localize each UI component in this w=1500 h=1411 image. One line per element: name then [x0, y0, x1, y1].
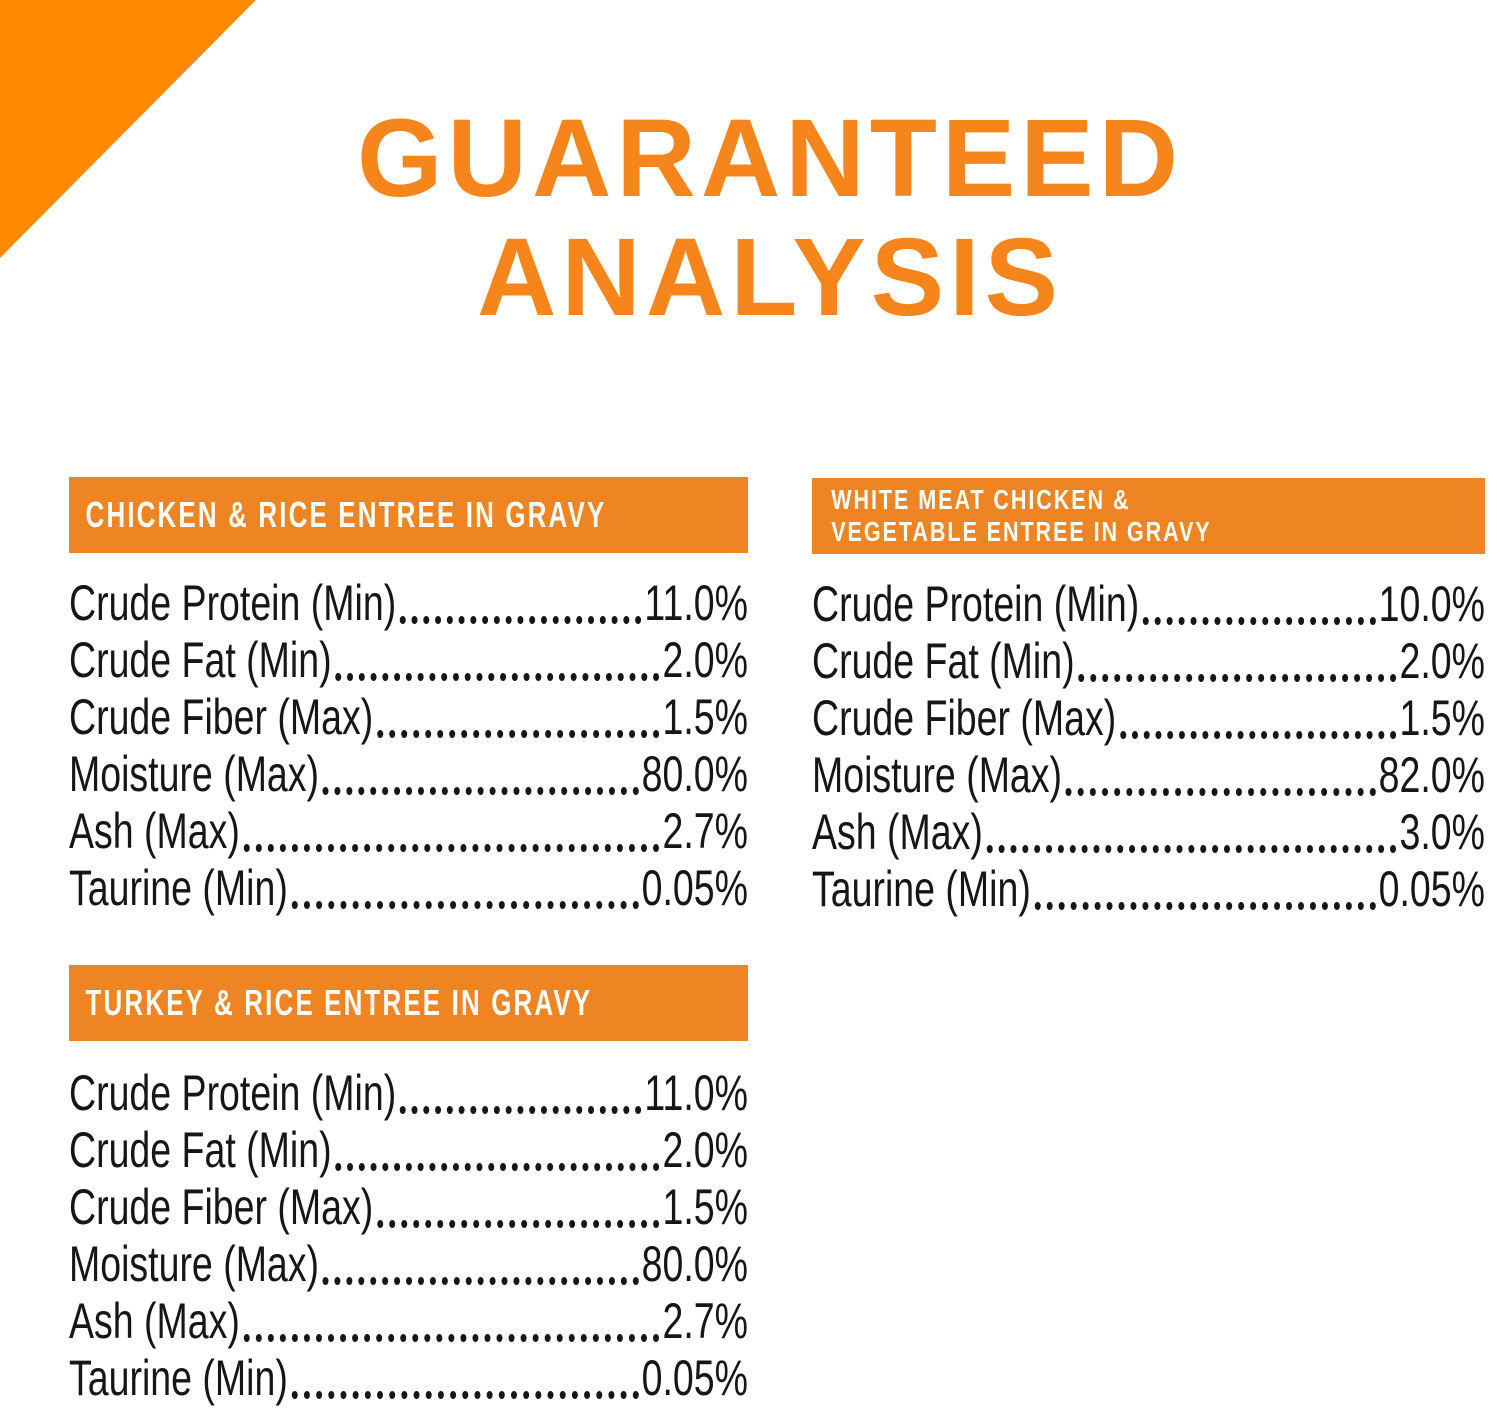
- analysis-rows: Crude Protein (Min) 11.0% Crude Fat (Min…: [69, 575, 748, 917]
- section-header-turkey-rice: TURKEY & RICE ENTREE IN GRAVY: [69, 965, 748, 1041]
- nutrient-label: Moisture (Max): [812, 747, 1063, 803]
- analysis-rows: Crude Protein (Min) 10.0% Crude Fat (Min…: [812, 576, 1485, 918]
- dot-leader: [399, 616, 642, 624]
- row-moisture: Moisture (Max) 80.0%: [69, 746, 748, 803]
- row-ash: Ash (Max) 3.0%: [812, 804, 1485, 861]
- nutrient-value: 11.0%: [644, 1065, 748, 1121]
- nutrient-value: 11.0%: [644, 575, 748, 631]
- nutrient-label: Crude Protein (Min): [69, 575, 397, 631]
- dot-leader: [399, 1106, 642, 1114]
- nutrient-value: 2.7%: [662, 1293, 748, 1349]
- nutrient-value: 0.05%: [641, 1350, 748, 1406]
- dot-leader: [291, 901, 639, 909]
- dot-leader: [335, 1163, 660, 1171]
- nutrient-value: 3.0%: [1399, 804, 1485, 860]
- nutrient-label: Moisture (Max): [69, 1236, 320, 1292]
- row-crude-fiber: Crude Fiber (Max) 1.5%: [69, 689, 748, 746]
- section-header-label-line-1: WHITE MEAT CHICKEN &: [831, 484, 1131, 515]
- dot-leader: [322, 787, 639, 795]
- nutrient-label: Taurine (Min): [69, 1350, 288, 1406]
- dot-leader: [1142, 617, 1376, 625]
- nutrient-value: 2.0%: [662, 632, 748, 688]
- nutrient-label: Crude Fiber (Max): [69, 689, 374, 745]
- dot-leader: [243, 1334, 660, 1342]
- row-crude-fat: Crude Fat (Min) 2.0%: [69, 1122, 748, 1179]
- row-crude-fiber: Crude Fiber (Max) 1.5%: [812, 690, 1485, 747]
- nutrient-label: Crude Fat (Min): [69, 1122, 332, 1178]
- row-crude-fat: Crude Fat (Min) 2.0%: [812, 633, 1485, 690]
- nutrient-label: Taurine (Min): [812, 861, 1031, 917]
- nutrient-value: 1.5%: [662, 1179, 748, 1235]
- nutrient-value: 0.05%: [641, 860, 748, 916]
- nutrient-value: 2.7%: [662, 803, 748, 859]
- dot-leader: [291, 1391, 639, 1399]
- row-moisture: Moisture (Max) 82.0%: [812, 747, 1485, 804]
- nutrient-value: 80.0%: [641, 1236, 748, 1292]
- nutrient-value: 82.0%: [1378, 747, 1485, 803]
- section-turkey-rice-entree: TURKEY & RICE ENTREE IN GRAVY Crude Prot…: [69, 965, 748, 1407]
- dot-leader: [986, 845, 1397, 853]
- dot-leader: [243, 844, 660, 852]
- dot-leader: [1065, 788, 1376, 796]
- dot-leader: [1078, 674, 1397, 682]
- nutrient-label: Ash (Max): [69, 803, 240, 859]
- section-header-label-line-2: VEGETABLE ENTREE IN GRAVY: [831, 516, 1212, 547]
- nutrient-value: 0.05%: [1378, 861, 1485, 917]
- nutrient-label: Crude Fiber (Max): [69, 1179, 374, 1235]
- row-ash: Ash (Max) 2.7%: [69, 803, 748, 860]
- nutrient-label: Crude Fiber (Max): [812, 690, 1117, 746]
- row-taurine: Taurine (Min) 0.05%: [69, 1350, 748, 1407]
- dot-leader: [335, 673, 660, 681]
- row-crude-fat: Crude Fat (Min) 2.0%: [69, 632, 748, 689]
- section-header-white-meat-chicken: WHITE MEAT CHICKEN & VEGETABLE ENTREE IN…: [812, 478, 1485, 554]
- section-white-meat-chicken-vegetable-entree: WHITE MEAT CHICKEN & VEGETABLE ENTREE IN…: [812, 478, 1485, 918]
- nutrient-value: 80.0%: [641, 746, 748, 802]
- nutrient-label: Moisture (Max): [69, 746, 320, 802]
- dot-leader: [376, 1220, 660, 1228]
- corner-triangle-icon: [0, 0, 256, 258]
- nutrient-label: Crude Protein (Min): [69, 1065, 397, 1121]
- dot-leader: [376, 730, 660, 738]
- row-ash: Ash (Max) 2.7%: [69, 1293, 748, 1350]
- section-header-chicken-rice: CHICKEN & RICE ENTREE IN GRAVY: [69, 477, 748, 553]
- nutrient-value: 10.0%: [1378, 576, 1485, 632]
- row-taurine: Taurine (Min) 0.05%: [812, 861, 1485, 918]
- nutrient-value: 2.0%: [1399, 633, 1485, 689]
- nutrient-value: 2.0%: [662, 1122, 748, 1178]
- section-chicken-rice-entree: CHICKEN & RICE ENTREE IN GRAVY Crude Pro…: [69, 477, 748, 917]
- row-crude-protein: Crude Protein (Min) 10.0%: [812, 576, 1485, 633]
- dot-leader: [1034, 902, 1376, 910]
- dot-leader: [322, 1277, 639, 1285]
- row-taurine: Taurine (Min) 0.05%: [69, 860, 748, 917]
- row-moisture: Moisture (Max) 80.0%: [69, 1236, 748, 1293]
- nutrient-label: Crude Protein (Min): [812, 576, 1140, 632]
- page-title: GUARANTEED ANALYSIS: [40, 99, 1500, 337]
- nutrient-value: 1.5%: [1399, 690, 1485, 746]
- row-crude-protein: Crude Protein (Min) 11.0%: [69, 575, 748, 632]
- row-crude-fiber: Crude Fiber (Max) 1.5%: [69, 1179, 748, 1236]
- nutrient-label: Taurine (Min): [69, 860, 288, 916]
- row-crude-protein: Crude Protein (Min) 11.0%: [69, 1065, 748, 1122]
- page-title-line-1: GUARANTEED: [356, 97, 1184, 220]
- dot-leader: [1119, 731, 1397, 739]
- nutrient-label: Crude Fat (Min): [69, 632, 332, 688]
- nutrient-label: Crude Fat (Min): [812, 633, 1075, 689]
- page-title-line-2: ANALYSIS: [476, 216, 1064, 339]
- nutrient-label: Ash (Max): [69, 1293, 240, 1349]
- nutrient-value: 1.5%: [662, 689, 748, 745]
- analysis-rows: Crude Protein (Min) 11.0% Crude Fat (Min…: [69, 1065, 748, 1407]
- nutrient-label: Ash (Max): [812, 804, 983, 860]
- section-header-label: TURKEY & RICE ENTREE IN GRAVY: [85, 982, 593, 1023]
- section-header-label: CHICKEN & RICE ENTREE IN GRAVY: [85, 494, 607, 535]
